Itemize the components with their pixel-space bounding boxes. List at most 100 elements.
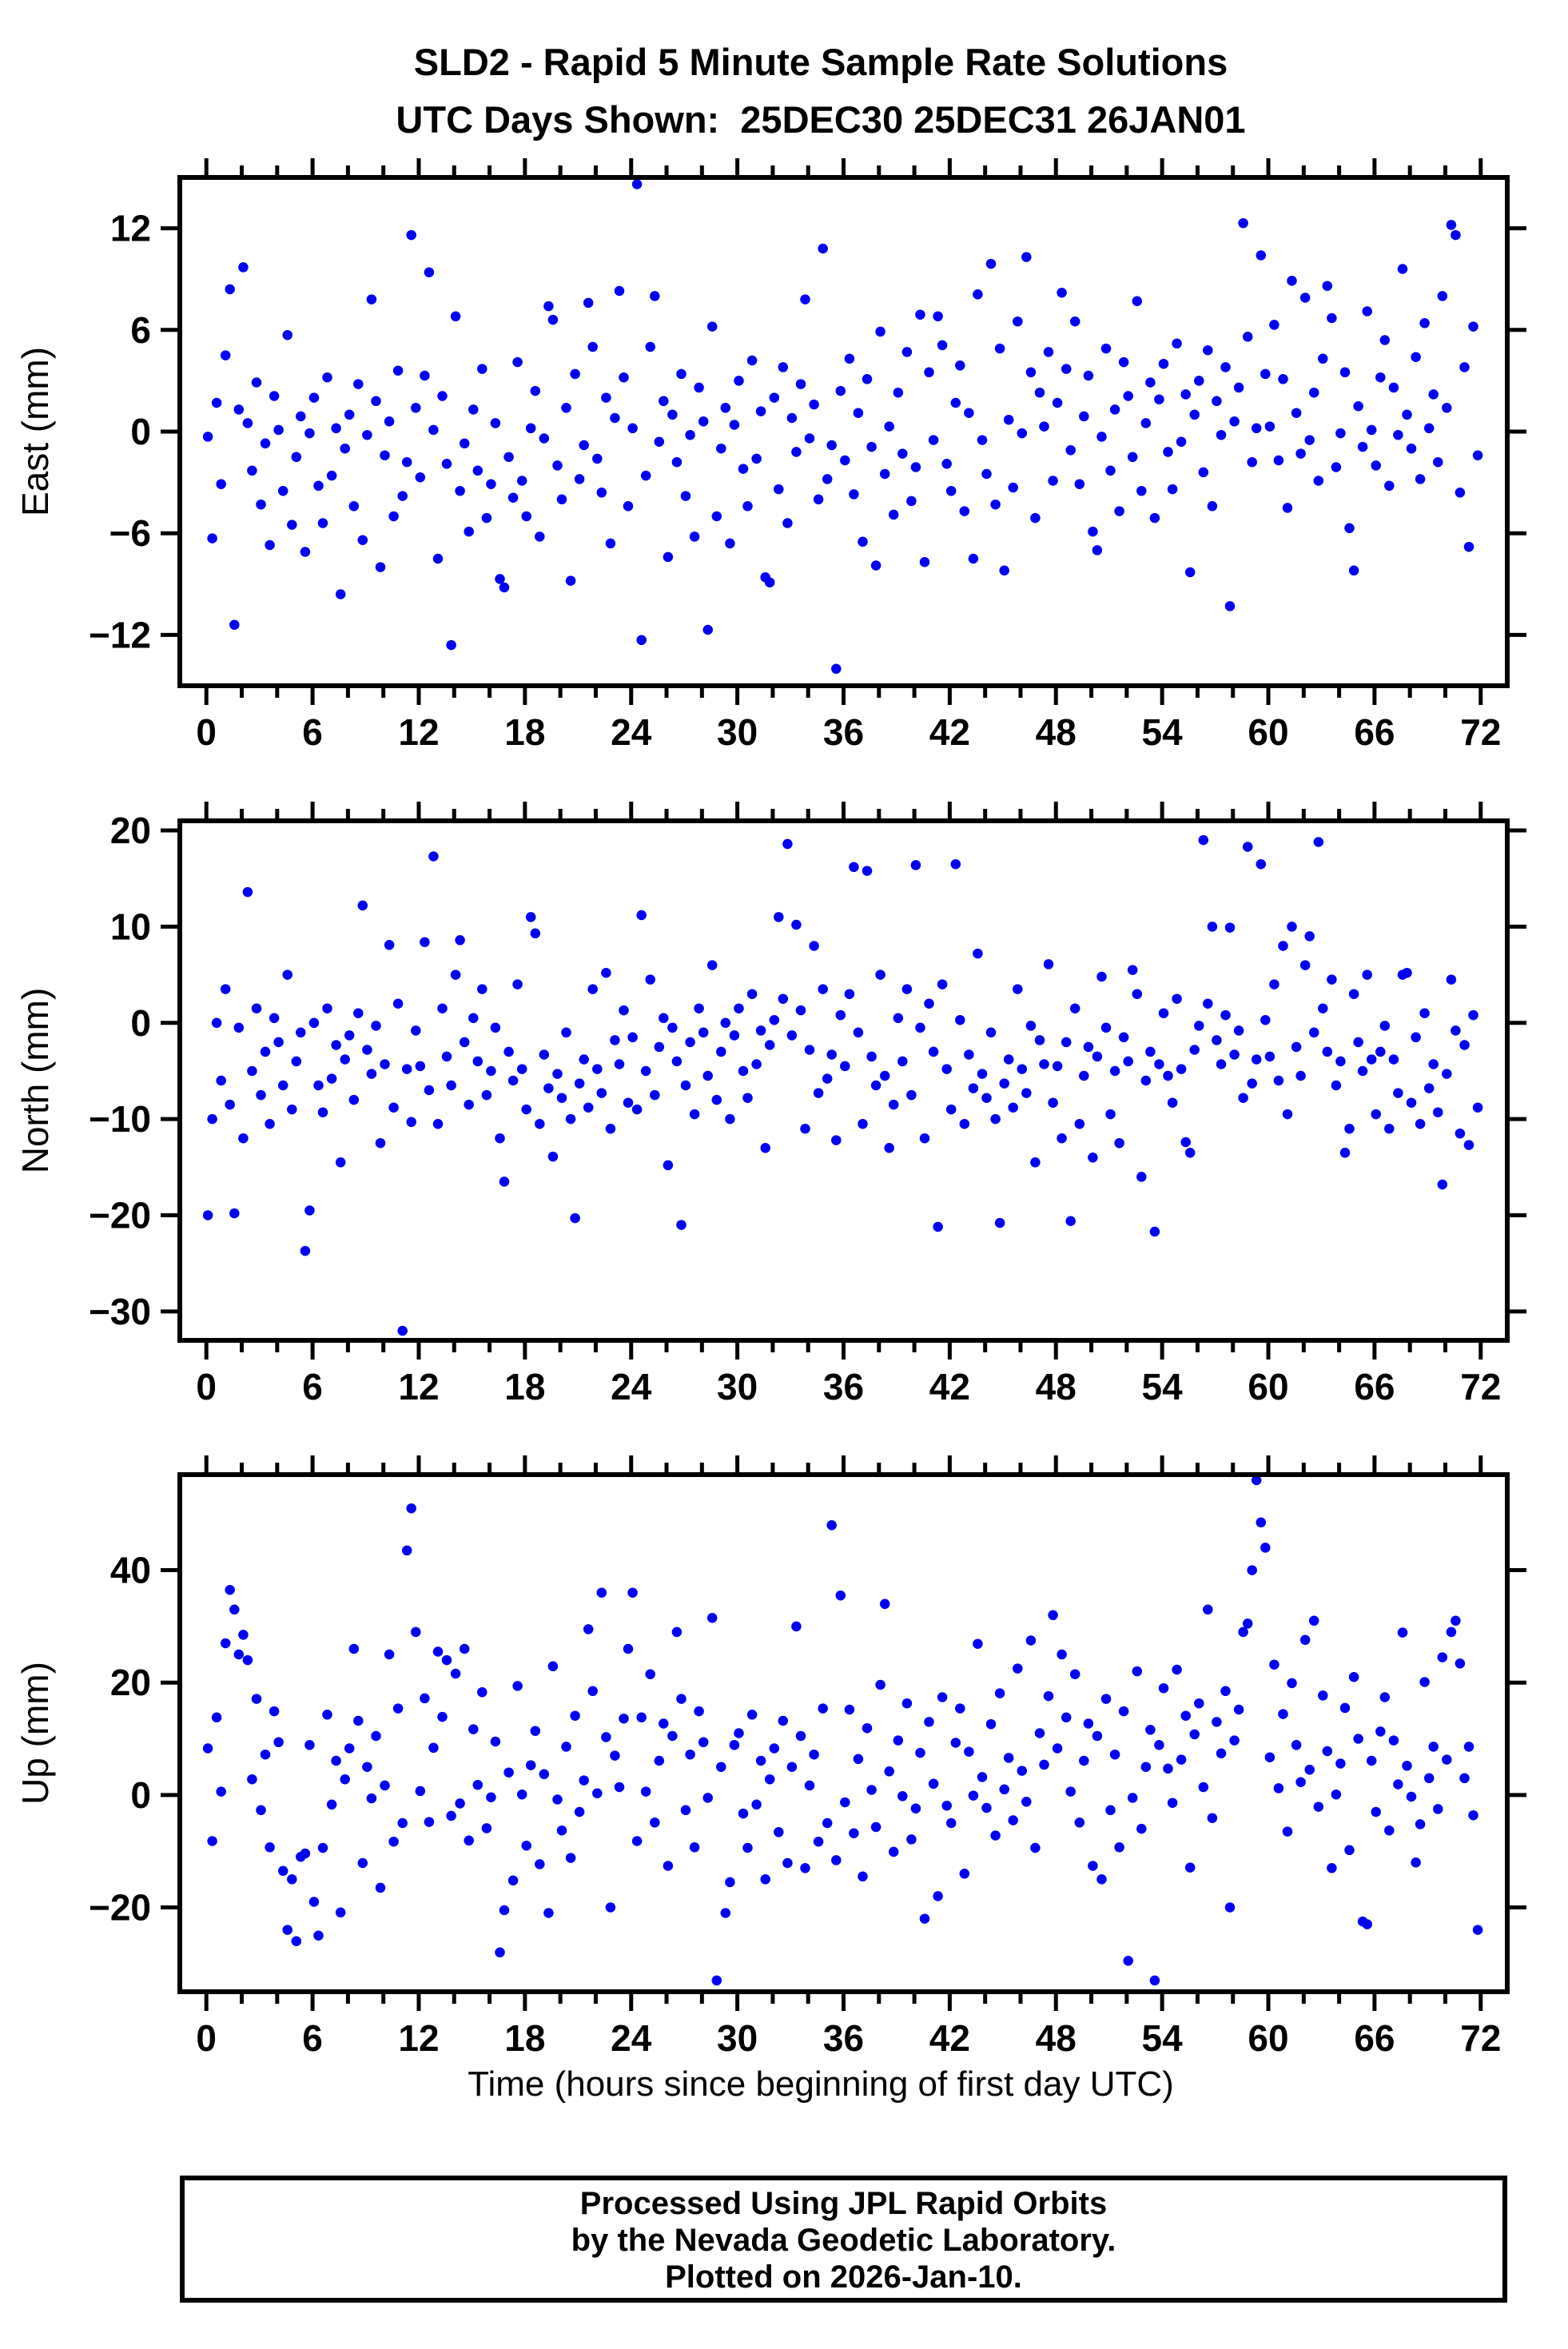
- point: [950, 858, 961, 870]
- point: [472, 465, 484, 476]
- point: [631, 1104, 643, 1115]
- point: [1256, 250, 1267, 261]
- point: [392, 365, 404, 376]
- x-tick-label: 72: [1460, 1366, 1501, 1407]
- point: [1132, 989, 1143, 999]
- point: [1052, 1743, 1063, 1754]
- point: [645, 1669, 655, 1679]
- point: [1127, 452, 1138, 463]
- point: [1114, 1842, 1124, 1853]
- point: [1455, 488, 1466, 498]
- point: [1079, 1070, 1089, 1081]
- point: [1123, 1956, 1133, 1966]
- point: [1118, 1706, 1129, 1717]
- point: [614, 1059, 625, 1069]
- point: [809, 941, 819, 951]
- point: [583, 297, 594, 309]
- point: [428, 424, 439, 436]
- point: [1251, 1054, 1262, 1065]
- point: [1375, 372, 1386, 383]
- point: [1264, 1051, 1275, 1062]
- point: [371, 396, 381, 407]
- point: [627, 1032, 638, 1043]
- point: [654, 436, 665, 447]
- point: [229, 1208, 240, 1219]
- point: [1198, 1782, 1209, 1793]
- point: [1136, 1823, 1147, 1834]
- point: [322, 372, 332, 383]
- point: [260, 1046, 271, 1057]
- point: [1299, 1634, 1311, 1646]
- point: [1069, 1003, 1080, 1013]
- point: [340, 1054, 350, 1065]
- point: [273, 424, 284, 436]
- point: [1397, 1627, 1408, 1638]
- point: [313, 480, 324, 492]
- point: [579, 1054, 589, 1065]
- point: [388, 511, 399, 522]
- point: [862, 1722, 873, 1734]
- point: [1304, 1764, 1315, 1775]
- point: [1207, 922, 1218, 932]
- point: [1233, 1025, 1244, 1036]
- point: [981, 1802, 992, 1814]
- point: [826, 1520, 837, 1531]
- x-tick-label: 60: [1248, 1366, 1288, 1407]
- point: [499, 1176, 510, 1187]
- point: [1446, 1626, 1457, 1638]
- point: [1061, 1712, 1072, 1723]
- point: [901, 347, 913, 357]
- point: [716, 1046, 726, 1057]
- point: [516, 476, 527, 486]
- point: [746, 989, 758, 999]
- point: [260, 438, 271, 449]
- point: [596, 1587, 607, 1598]
- point: [1371, 460, 1381, 471]
- point: [999, 1078, 1009, 1089]
- point: [640, 470, 651, 481]
- point: [1069, 1669, 1080, 1679]
- point: [570, 1710, 580, 1721]
- point: [481, 1823, 492, 1833]
- point: [725, 538, 735, 549]
- point: [667, 409, 678, 420]
- point: [583, 1624, 594, 1634]
- point: [955, 1014, 965, 1025]
- point: [1088, 1861, 1098, 1871]
- x-tick-label: 24: [611, 1366, 652, 1407]
- point: [786, 1762, 798, 1772]
- x-tick-label: 0: [196, 2017, 217, 2059]
- point: [990, 1113, 1001, 1125]
- point: [1100, 1694, 1112, 1704]
- point: [495, 1133, 505, 1144]
- x-tick-label: 42: [929, 2017, 970, 2059]
- point: [1322, 281, 1333, 291]
- point: [344, 1030, 355, 1041]
- point: [738, 1065, 749, 1077]
- point: [1203, 998, 1213, 1009]
- point: [685, 429, 695, 440]
- point: [1229, 1049, 1240, 1060]
- point: [1003, 1753, 1014, 1763]
- point: [384, 940, 395, 950]
- point: [654, 1755, 665, 1766]
- point: [411, 403, 421, 413]
- point: [1114, 506, 1124, 516]
- point: [716, 1762, 726, 1772]
- point: [1304, 435, 1315, 445]
- point: [1362, 969, 1372, 980]
- point: [401, 1064, 412, 1074]
- point: [1339, 367, 1351, 378]
- point: [1295, 448, 1306, 459]
- point: [1025, 1635, 1037, 1646]
- point: [1299, 960, 1311, 970]
- point: [835, 1590, 846, 1601]
- point: [627, 423, 638, 434]
- point: [1472, 1102, 1483, 1113]
- y-tick-label: −12: [89, 614, 151, 655]
- point: [1220, 362, 1231, 372]
- point: [464, 1835, 474, 1846]
- point: [610, 412, 620, 424]
- point: [1061, 1037, 1072, 1048]
